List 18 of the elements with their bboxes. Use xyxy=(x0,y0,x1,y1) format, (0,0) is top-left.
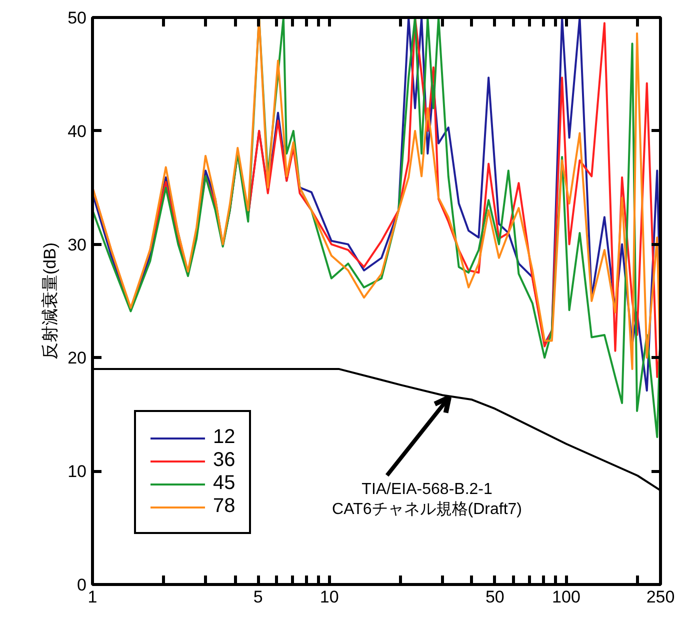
legend-label: 12 xyxy=(213,426,236,449)
y-tick-label: 20 xyxy=(68,348,87,368)
annotation: TIA/EIA-568-B.2-1 CAT6チャネル規格(Draft7) xyxy=(332,480,522,518)
legend-label: 36 xyxy=(213,449,236,472)
x-tick-label: 10 xyxy=(320,588,339,606)
x-tick-label: 250 xyxy=(646,588,675,606)
legend-label: 78 xyxy=(213,495,236,518)
y-tick-label: 10 xyxy=(68,462,87,482)
y-tick-label: 40 xyxy=(68,122,87,141)
y-axis-title: 反射減衰量(dB) xyxy=(40,242,60,360)
x-tick-label: 5 xyxy=(253,588,263,606)
y-tick-label: 0 xyxy=(77,576,87,594)
y-tick-label: 50 xyxy=(68,8,87,28)
x-tick-label: 1 xyxy=(88,588,98,606)
legend-label: 45 xyxy=(213,472,236,495)
x-tick-label: 100 xyxy=(552,588,580,606)
x-tick-label: 50 xyxy=(485,588,504,606)
y-tick-label: 30 xyxy=(68,235,87,254)
